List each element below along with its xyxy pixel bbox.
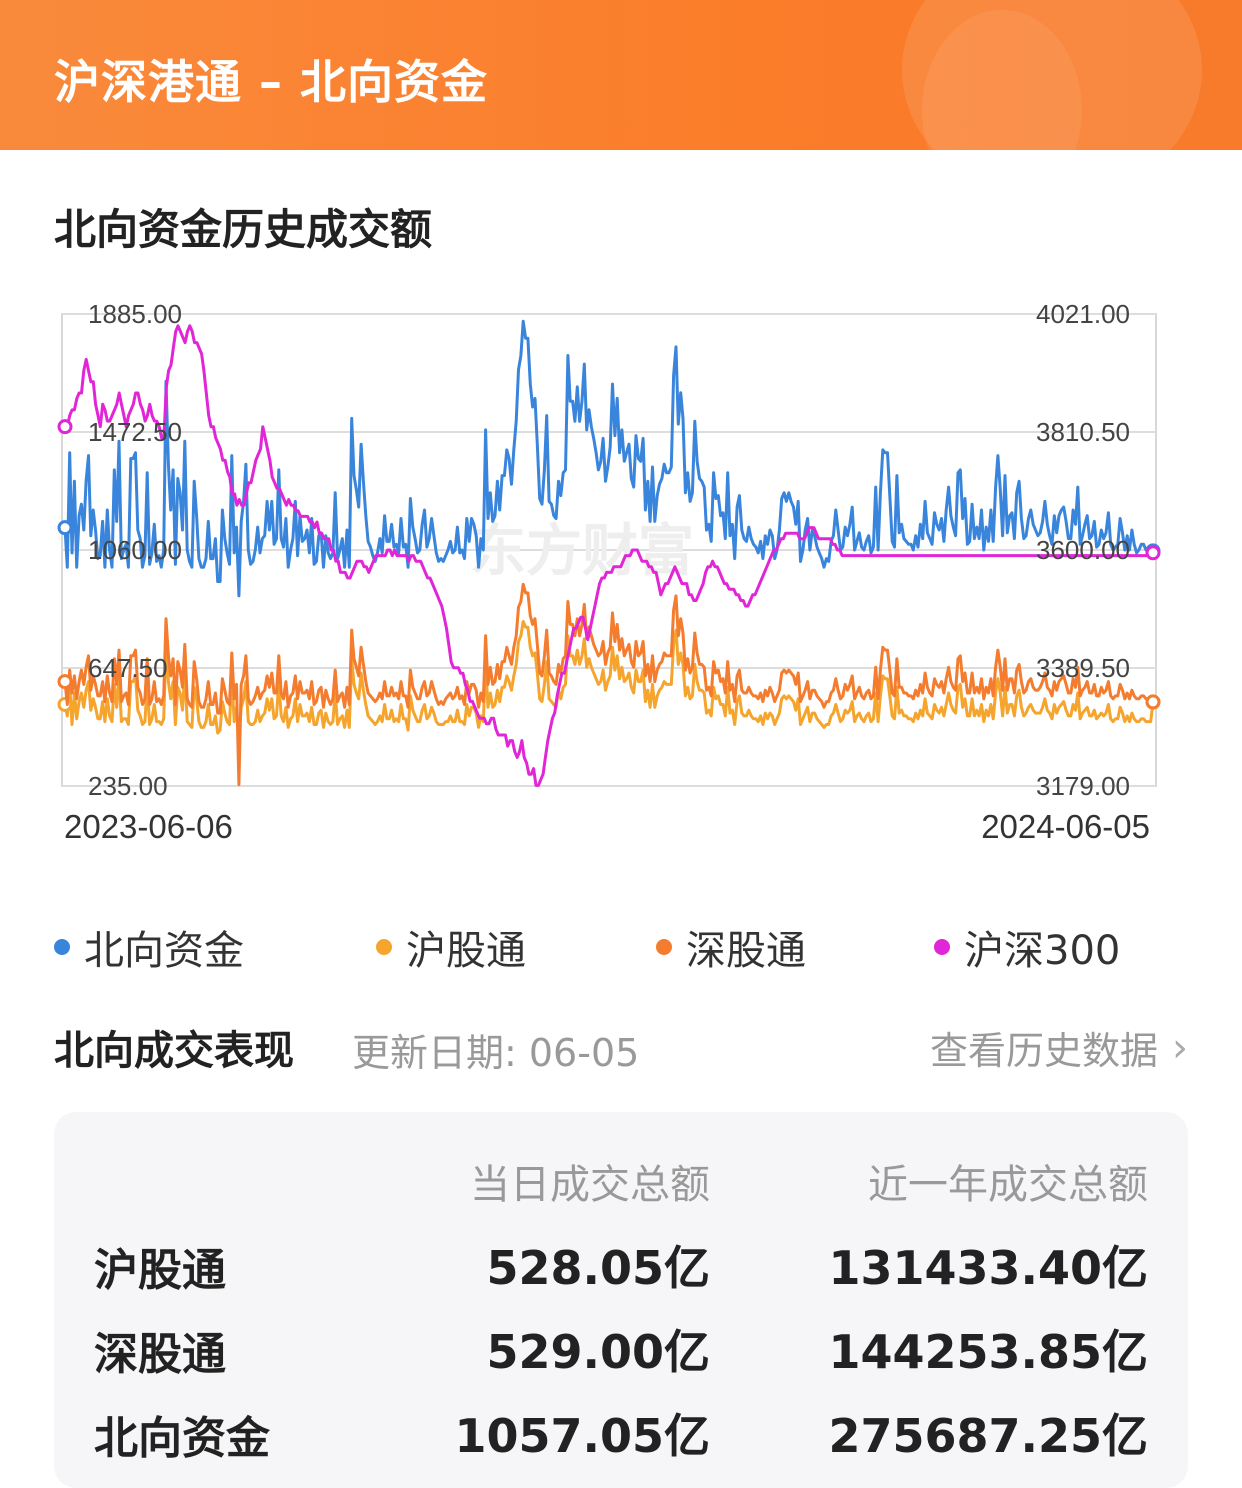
cell-today-sz: 529.00亿 — [486, 1325, 710, 1379]
legend-label: 沪股通 — [406, 928, 526, 974]
cell-today-sh: 528.05亿 — [486, 1241, 710, 1295]
legend-item-csi300[interactable]: 沪深300 — [934, 918, 1120, 976]
right-axis-tick: 3810.50 — [1036, 417, 1130, 447]
series-line-2 — [63, 582, 1155, 787]
series-start-point — [57, 674, 73, 690]
cell-year-sh: 131433.40亿 — [828, 1241, 1148, 1295]
performance-title: 北向成交表现 — [54, 1028, 294, 1074]
left-axis-tick: 1472.50 — [88, 417, 182, 447]
view-history-label: 查看历史数据 — [929, 1029, 1158, 1073]
chart-legend: 北向资金 沪股通 深股通 沪深300 — [0, 918, 1242, 978]
legend-dot — [656, 939, 672, 955]
cell-today-northbound: 1057.05亿 — [454, 1409, 710, 1463]
legend-dot — [934, 939, 950, 955]
legend-dot — [376, 939, 392, 955]
row-label-sz: 深股通 — [94, 1329, 226, 1380]
series-start-point — [57, 419, 73, 435]
chart-axis-labels: 1885.00 1472.50 1060.00 647.50 235.00 4021.00… — [64, 299, 1150, 845]
column-header-year: 近一年成交总额 — [868, 1162, 1148, 1208]
legend-item-sz-connect[interactable]: 深股通 — [656, 918, 806, 976]
chart-section-title: 北向资金历史成交额 — [54, 205, 433, 254]
series-line-3 — [65, 324, 1155, 787]
series-start-point — [57, 696, 73, 712]
right-axis-tick: 4021.00 — [1036, 299, 1130, 329]
cell-year-northbound: 275687.25亿 — [828, 1409, 1148, 1463]
legend-label: 北向资金 — [84, 928, 244, 974]
legend-label: 沪深300 — [964, 928, 1121, 974]
right-axis-tick: 3389.50 — [1036, 653, 1130, 683]
chevron-right-icon: › — [1172, 1024, 1188, 1071]
left-axis-tick: 647.50 — [88, 653, 168, 683]
chart-watermark: 东方财富 — [470, 519, 694, 584]
left-axis-tick: 1885.00 — [88, 299, 182, 329]
left-axis-tick: 235.00 — [88, 771, 168, 801]
x-axis-start-label: 2023-06-06 — [64, 808, 233, 845]
legend-item-northbound[interactable]: 北向资金 — [54, 918, 244, 976]
legend-item-sh-connect[interactable]: 沪股通 — [376, 918, 526, 976]
x-axis-end-label: 2024-06-05 — [981, 808, 1150, 845]
right-axis-tick: 3600.00 — [1036, 535, 1130, 565]
series-start-point — [57, 520, 73, 536]
column-header-today: 当日成交总额 — [470, 1162, 710, 1208]
header-bar: 沪深港通 – 北向资金 — [0, 0, 1242, 150]
series-end-point — [1145, 694, 1161, 710]
northbound-turnover-chart: 东方财富 1885.00 1472.50 1060.00 647.50 235.00 40… — [57, 299, 1161, 845]
series-line-0 — [63, 319, 1154, 598]
row-label-sh: 沪股通 — [94, 1245, 226, 1296]
header-decoration — [902, 0, 1202, 150]
cell-year-sz: 144253.85亿 — [828, 1325, 1148, 1379]
page-title: 沪深港通 – 北向资金 — [54, 55, 489, 109]
view-history-link[interactable]: 查看历史数据 › — [930, 1020, 1188, 1075]
chart-series — [57, 319, 1161, 787]
turnover-table — [54, 1112, 1188, 1488]
right-axis-tick: 3179.00 — [1036, 771, 1130, 801]
legend-dot — [54, 939, 70, 955]
row-label-northbound: 北向资金 — [94, 1413, 270, 1464]
update-date: 更新日期: 06-05 — [352, 1031, 640, 1075]
left-axis-tick: 1060.00 — [88, 535, 182, 565]
series-end-point — [1145, 545, 1161, 561]
legend-label: 深股通 — [686, 928, 806, 974]
